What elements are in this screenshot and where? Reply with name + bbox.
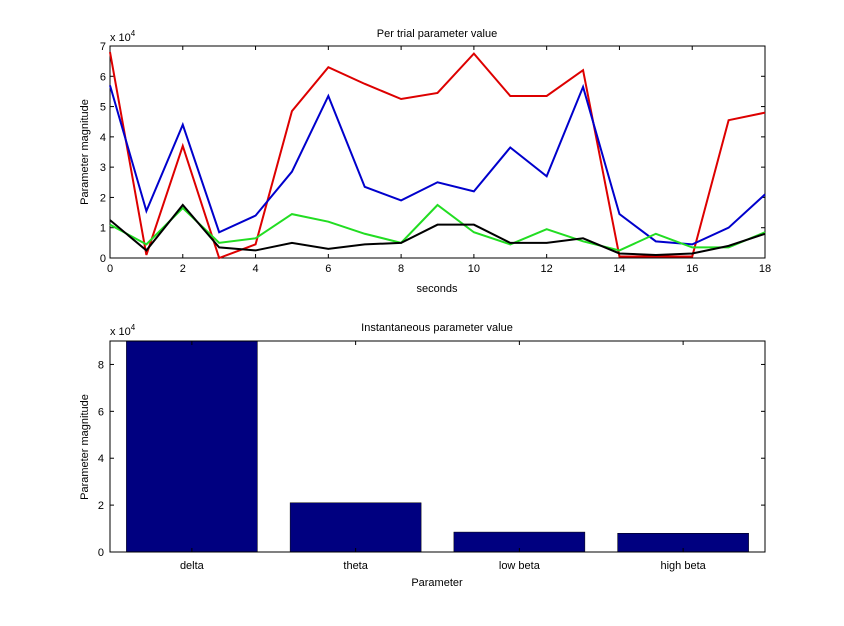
chart-title: Per trial parameter value — [377, 28, 497, 40]
y-multiplier: x 104 — [110, 323, 136, 338]
y-tick-label: 4 — [98, 453, 104, 465]
y-tick-label: 2 — [98, 500, 104, 512]
x-tick-label: 14 — [613, 263, 625, 275]
y-multiplier: x 104 — [110, 29, 136, 44]
y-tick-label: 1 — [100, 223, 106, 235]
x-axis-label: Parameter — [411, 577, 463, 589]
x-tick-label: 2 — [180, 263, 186, 275]
y-tick-label: 0 — [98, 547, 104, 559]
y-axis-label: Parameter magnitude — [79, 99, 91, 205]
x-tick-label: 16 — [686, 263, 698, 275]
y-tick-label: 6 — [98, 406, 104, 418]
per-trial-axes: Per trial parameter value seconds Parame… — [79, 28, 771, 295]
y-tick-label: 4 — [100, 132, 106, 144]
instantaneous-axes: Instantaneous parameter value Parameter … — [79, 322, 766, 589]
x-tick-label: 10 — [468, 263, 480, 275]
x-tick-label: low beta — [499, 560, 541, 572]
series-line-2 — [109, 203, 766, 252]
y-tick-label: 5 — [100, 102, 106, 114]
chart-title: Instantaneous parameter value — [361, 322, 513, 334]
x-tick-label: 4 — [252, 263, 258, 275]
series-line-3 — [109, 203, 766, 256]
y-tick-label: 6 — [100, 71, 106, 83]
y-tick-label: 7 — [100, 41, 106, 53]
y-tick-label: 2 — [100, 192, 106, 204]
plot-frame — [109, 340, 766, 553]
y-tick-label: 8 — [98, 359, 104, 371]
bar-theta — [289, 502, 422, 553]
x-axis-label: seconds — [417, 283, 458, 295]
bar-delta — [126, 340, 258, 553]
series-line-0 — [109, 51, 766, 260]
x-tick-label: delta — [180, 560, 205, 572]
x-tick-label: 12 — [541, 263, 553, 275]
y-tick-label: 3 — [100, 162, 106, 174]
x-tick-label: 6 — [325, 263, 331, 275]
x-tick-label: 8 — [398, 263, 404, 275]
x-tick-label: 0 — [107, 263, 113, 275]
plot-area — [109, 45, 766, 259]
series-line-1 — [109, 83, 766, 246]
y-tick-label: 0 — [100, 253, 106, 265]
x-tick-label: 18 — [759, 263, 771, 275]
x-tick-label: high beta — [660, 560, 706, 572]
x-tick-label: theta — [343, 560, 368, 572]
y-axis-label: Parameter magnitude — [79, 394, 91, 500]
